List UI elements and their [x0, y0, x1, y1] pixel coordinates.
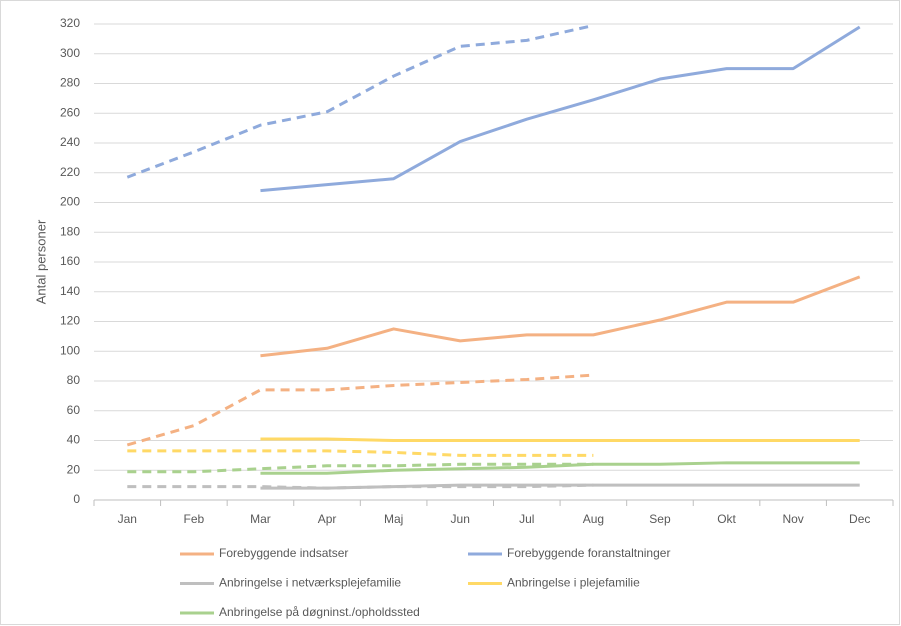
x-tick-label: Jul [519, 512, 534, 526]
legend-label: Anbringelse i plejefamilie [507, 576, 640, 590]
series-line [260, 461, 860, 475]
x-tick-label: Jan [118, 512, 137, 526]
legend-label: Anbringelse på døgninst./opholdssted [219, 605, 420, 619]
y-tick-label: 200 [60, 195, 80, 209]
y-tick-label: 80 [67, 373, 81, 387]
dashed-line [126, 373, 594, 447]
y-tick-label: 220 [60, 165, 80, 179]
x-tick-label: Aug [583, 512, 604, 526]
x-tick-label: Apr [318, 512, 337, 526]
y-tick-label: 180 [60, 224, 80, 238]
legend-label: Forebyggende indsatser [219, 546, 348, 560]
y-tick-label: 160 [60, 254, 80, 268]
y-tick-label: 100 [60, 343, 80, 357]
y-tick-label: 20 [67, 462, 81, 476]
y-tick-label: 280 [60, 76, 80, 90]
legend-label: Forebyggende foranstaltninger [507, 546, 670, 560]
y-tick-label: 40 [67, 433, 81, 447]
y-tick-label: 240 [60, 135, 80, 149]
y-tick-label: 60 [67, 403, 81, 417]
x-tick-label: Dec [849, 512, 870, 526]
y-tick-label: 140 [60, 284, 80, 298]
legend-label: Anbringelse i netværksplejefamilie [219, 576, 401, 590]
dashed-line [127, 449, 594, 457]
y-axis-title: Antal personer [33, 219, 48, 304]
y-tick-label: 320 [60, 16, 80, 30]
y-tick-label: 300 [60, 46, 80, 60]
x-tick-label: Okt [717, 512, 736, 526]
x-tick-label: Sep [649, 512, 671, 526]
x-tick-label: Mar [250, 512, 271, 526]
dashed-line [127, 462, 594, 474]
y-tick-label: 0 [73, 492, 80, 506]
x-tick-label: Feb [184, 512, 205, 526]
x-tick-label: Maj [384, 512, 403, 526]
series-line [260, 25, 861, 193]
dashed-line [126, 24, 594, 179]
x-tick-label: Nov [782, 512, 803, 526]
dashed-line [127, 483, 594, 490]
y-tick-label: 120 [60, 314, 80, 328]
series-line [260, 437, 860, 442]
series-line [260, 275, 861, 358]
y-tick-label: 260 [60, 105, 80, 119]
x-tick-label: Jun [451, 512, 470, 526]
